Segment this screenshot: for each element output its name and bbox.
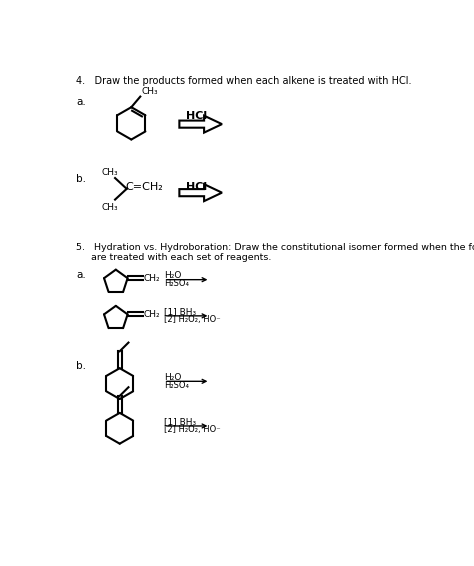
- Text: CH₂: CH₂: [144, 310, 161, 319]
- Text: 4.   Draw the products formed when each alkene is treated with HCl.: 4. Draw the products formed when each al…: [76, 76, 412, 85]
- Text: a.: a.: [76, 97, 86, 107]
- Text: C=CH₂: C=CH₂: [125, 182, 163, 191]
- Text: HCl: HCl: [186, 111, 207, 121]
- Text: H₂O: H₂O: [164, 373, 181, 382]
- Text: b.: b.: [76, 174, 86, 184]
- Text: [2] H₂O₂, HO⁻: [2] H₂O₂, HO⁻: [164, 425, 220, 434]
- Text: b.: b.: [76, 361, 86, 371]
- Text: 5.   Hydration vs. Hydroboration: Draw the constitutional isomer formed when the: 5. Hydration vs. Hydroboration: Draw the…: [76, 243, 474, 252]
- Text: CH₂: CH₂: [144, 274, 161, 282]
- Text: HCl: HCl: [186, 182, 207, 192]
- Text: [2] H₂O₂, HO⁻: [2] H₂O₂, HO⁻: [164, 315, 220, 324]
- Text: CH₃: CH₃: [102, 168, 118, 177]
- Text: [1] BH₃: [1] BH₃: [164, 307, 196, 316]
- Text: H₂SO₄: H₂SO₄: [164, 380, 189, 389]
- Text: CH₃: CH₃: [141, 87, 158, 96]
- Text: H₂SO₄: H₂SO₄: [164, 279, 189, 288]
- Text: a.: a.: [76, 269, 86, 280]
- Text: [1] BH₃: [1] BH₃: [164, 418, 196, 427]
- Text: H₂O: H₂O: [164, 271, 181, 280]
- Text: CH₃: CH₃: [102, 203, 118, 212]
- Text: are treated with each set of reagents.: are treated with each set of reagents.: [76, 253, 272, 261]
